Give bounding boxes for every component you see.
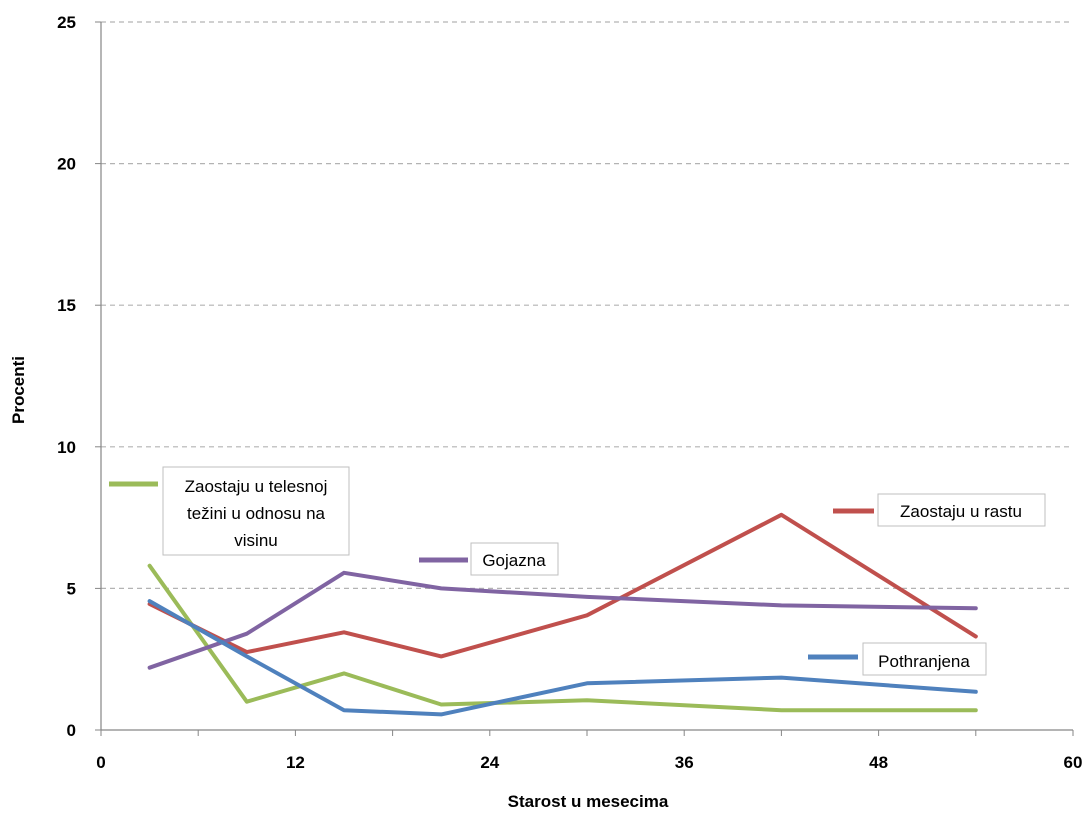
series-line [147,570,978,670]
legend-label-line: težini u odnosu na [187,504,326,523]
series-line [147,563,978,713]
x-tick-label: 36 [675,753,694,772]
series-line [147,512,978,659]
x-tick-label: 12 [286,753,305,772]
legend-box [862,642,987,676]
axes: 0 5 10 15 20 25 0 12 24 36 48 60 [57,13,1082,772]
series-labels: Zaostaju u telesnoj težini u odnosu na vis… [109,466,1046,676]
y-tick-label: 15 [57,296,76,315]
gridlines [101,21,1073,590]
x-axis-title: Starost u mesecima [508,792,669,811]
legend-box [162,466,350,556]
series-line [147,599,978,717]
series-label: Pothranjena [808,642,987,676]
x-tick-label: 24 [480,753,499,772]
legend-label-line: visinu [234,531,277,550]
legend-label-line: Pothranjena [878,652,970,671]
legend-box [877,493,1046,527]
x-tick-label: 48 [869,753,888,772]
y-tick-label: 10 [57,438,76,457]
series-label: Gojazna [419,542,559,576]
series-label: Zaostaju u telesnoj težini u odnosu na vis… [109,466,350,556]
legend-label-line: Zaostaju u rastu [900,502,1022,521]
x-tick-label: 60 [1064,753,1083,772]
legend-label-line: Zaostaju u telesnoj [185,477,328,496]
y-tick-label: 25 [57,13,76,32]
x-tick-label: 0 [96,753,105,772]
y-tick-label: 0 [67,721,76,740]
y-tick-label: 5 [67,579,76,598]
legend-box [470,542,559,576]
legend-label-line: Gojazna [482,551,546,570]
y-axis-title: Procenti [9,356,28,424]
series-lines [147,512,978,717]
series-label: Zaostaju u rastu [833,493,1046,527]
y-tick-label: 20 [57,155,76,174]
